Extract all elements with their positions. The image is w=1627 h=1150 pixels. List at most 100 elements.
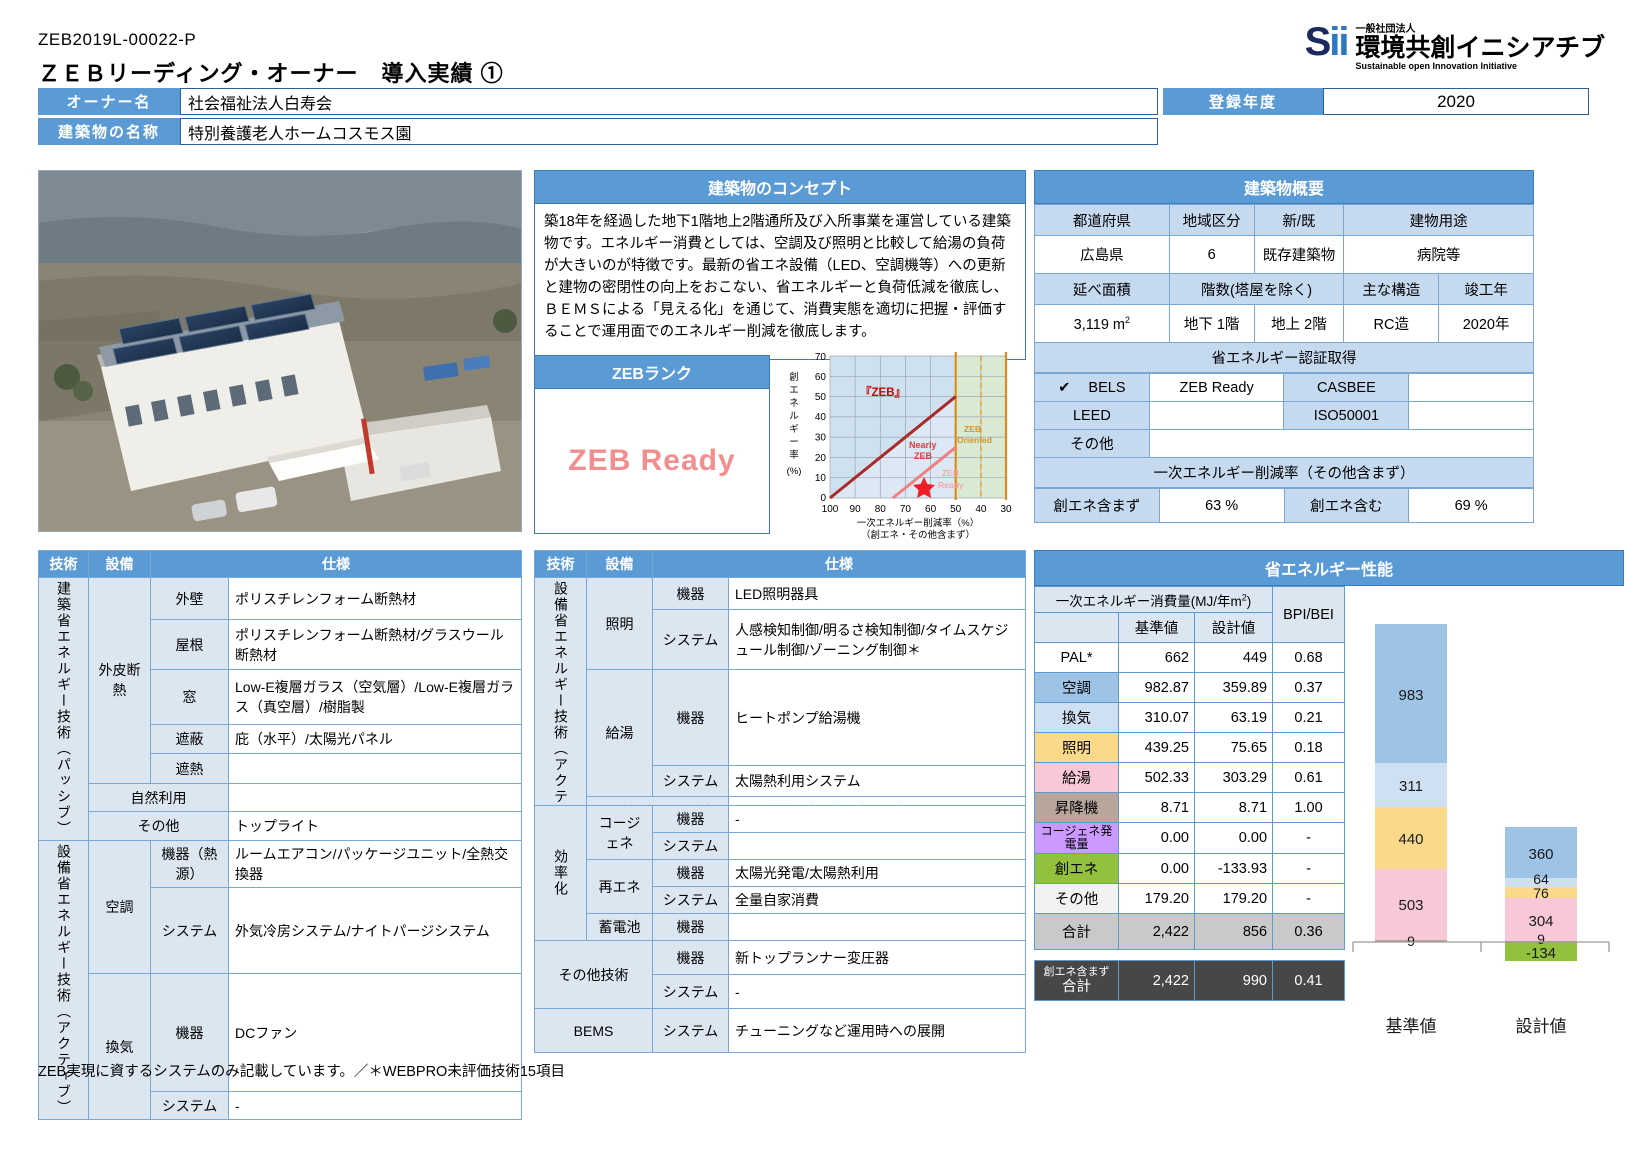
- table-row: 換気 310.07 63.19 0.21: [1034, 702, 1346, 733]
- overview-header-structure: 主な構造: [1343, 273, 1440, 305]
- owner-info-block: オーナー名 社会福祉法人白寿会 建築物の名称 特別養護老人ホームコスモス園: [38, 88, 1158, 148]
- cert-iso-label: ISO50001: [1283, 401, 1410, 430]
- svg-text:10: 10: [815, 473, 827, 484]
- table-row: 換気 機器 DCファン: [39, 973, 522, 1120]
- spec-mid-item-other-system: システム: [652, 974, 729, 1009]
- spec-mid-item-hotwater-equipment: 機器: [652, 669, 729, 766]
- perf-row-base-pal: 662: [1118, 642, 1195, 673]
- perf-header-base: 基準値: [1118, 612, 1195, 643]
- svg-text:エ: エ: [789, 385, 799, 396]
- building-name-label: 建築物の名称: [38, 118, 180, 145]
- table-row: 給湯 機器 ヒートポンプ給湯機: [535, 669, 1026, 797]
- energy-performance-title: 省エネルギー性能: [1034, 550, 1624, 586]
- spec-left-header-equip: 設備: [88, 550, 151, 578]
- perf-row-base-other: 179.20: [1118, 883, 1195, 915]
- overview-header-floors: 階数(塔屋を除く): [1168, 273, 1345, 305]
- svg-text:311: 311: [1399, 778, 1423, 795]
- perf-total-label: 合計: [1034, 913, 1119, 951]
- page-title: ＺＥＢリーディング・オーナー 導入実績 ①: [38, 61, 504, 86]
- svg-text:50: 50: [815, 392, 827, 403]
- table-row: 自然利用: [39, 782, 522, 813]
- spec-left-header-spec: 仕様: [150, 550, 522, 578]
- perf-row-bpi-lighting: 0.18: [1272, 732, 1346, 763]
- building-name-row: 建築物の名称 特別養護老人ホームコスモス園: [38, 118, 1158, 145]
- spec-mid-cat-battery: 蓄電池: [586, 913, 653, 941]
- table-row: 設備省エネルギー技術（アクティブ） 空調 機器（熱源） ルームエアコン/パッケー…: [38, 840, 522, 1120]
- energy-performance-total-table: 創エネ含まず 合計 2,422 990 0.41: [1034, 960, 1345, 1002]
- spec-left-value-window: Low-E複層ガラス（空気層）/Low-E複層ガラス（真空層）/樹脂製: [228, 668, 522, 725]
- perf-row-design-hotwater: 303.29: [1193, 762, 1274, 793]
- spec-left-cat-ventilation: 換気: [88, 973, 151, 1120]
- table-row: 基準値 設計値: [1034, 612, 1345, 643]
- svg-text:80: 80: [875, 504, 887, 515]
- svg-text:70: 70: [815, 352, 827, 363]
- svg-text:100: 100: [822, 504, 839, 515]
- overview-value-completion: 2020年: [1438, 304, 1534, 343]
- owner-name-value: 社会福祉法人白寿会: [180, 88, 1158, 115]
- table-row: その他: [1034, 429, 1535, 458]
- perf-row-bpi-cogen: -: [1272, 821, 1346, 855]
- reduction-title: 一次エネルギー削減率（その他含まず）: [1034, 458, 1534, 488]
- floorarea-number: 3,119: [1073, 316, 1109, 333]
- table-row: 照明 439.25 75.65 0.18: [1034, 732, 1346, 763]
- concept-body: 築18年を経過した地下1階地上2階通所及び入所事業を運営している建築物です。エネ…: [534, 204, 1026, 360]
- svg-text:『ZEB』: 『ZEB』: [860, 385, 906, 399]
- perf-unit-header: 一次エネルギー消費量(MJ/年m2): [1033, 586, 1274, 613]
- zeb-rank-value: ZEB Ready: [568, 444, 736, 477]
- svg-text:70: 70: [900, 504, 912, 515]
- perf-total-base: 2,422: [1118, 913, 1195, 951]
- spec-left-item-hvac-equipment: 機器（熱源）: [150, 840, 229, 888]
- energy-stacked-bar-chart: 983 311 440 503 9 360 64 76 304 9 -134: [1345, 612, 1620, 1052]
- reduction-with-number: 69: [1454, 497, 1471, 514]
- perf-row-base-hvac: 982.87: [1118, 672, 1195, 703]
- perf-row-design-cogen: 0.00: [1193, 821, 1274, 855]
- svg-text:9: 9: [1537, 931, 1545, 947]
- energy-performance-panel: 省エネルギー性能 一次エネルギー消費量(MJ/年m2) BPI/BEI 基準値 …: [1033, 550, 1624, 1002]
- perf-row-label-elevator: 昇降機: [1034, 792, 1119, 823]
- cert-leed-value: [1148, 401, 1285, 430]
- sii-logo: Sii 一般社団法人 環境共創イニシアチブ Sustainable open I…: [1305, 22, 1605, 72]
- building-photo: [38, 170, 522, 532]
- cert-casbee-label: CASBEE: [1283, 373, 1410, 402]
- owner-name-label: オーナー名: [38, 88, 180, 115]
- table-row: 広島県 6 既存建築物 病院等: [1034, 235, 1534, 274]
- spec-left-value-vent-system: -: [228, 1091, 522, 1120]
- spec-mid-value-battery-equipment: [728, 913, 1026, 941]
- svg-text:9: 9: [1407, 933, 1415, 949]
- spec-mid-cat-lighting: 照明: [586, 577, 653, 670]
- table-row: 創エネ含まず 63 % 創エネ含む 69 %: [1034, 488, 1534, 523]
- table-row: 蓄電池 機器: [535, 913, 1026, 941]
- svg-text:40: 40: [815, 412, 827, 423]
- spec-mid-value-renewable-equipment: 太陽光発電/太陽熱利用: [728, 859, 1026, 887]
- registration-year-block: 登録年度 2020: [1163, 88, 1589, 115]
- spec-left-item-vent-system: システム: [150, 1091, 229, 1120]
- table-row: システム: [535, 832, 1026, 860]
- overview-header-usage: 建物用途: [1343, 204, 1534, 236]
- table-row: システム 外気冷房システム/ナイトパージシステム: [39, 887, 522, 974]
- perf-row-base-hotwater: 502.33: [1118, 762, 1195, 793]
- spec-mid-group2-label: 効率化: [534, 805, 587, 941]
- spec-mid-cat-hotwater: 給湯: [586, 669, 653, 797]
- registration-year-label: 登録年度: [1163, 88, 1323, 115]
- svg-text:60: 60: [925, 504, 937, 515]
- svg-text:ZEB: ZEB: [964, 424, 981, 434]
- concept-title: 建築物のコンセプト: [534, 170, 1026, 204]
- svg-text:30: 30: [815, 433, 827, 444]
- table-row: 創エネ含まず 合計 2,422 990 0.41: [1034, 960, 1345, 1002]
- table-row: 合計 2,422 856 0.36: [1034, 913, 1346, 951]
- perf-header-design: 設計値: [1193, 612, 1274, 643]
- perf-row-base-lighting: 439.25: [1118, 732, 1195, 763]
- spec-mid-value-hotwater-system: 太陽熱利用システム: [728, 765, 1026, 797]
- table-row: 再エネ 機器 太陽光発電/太陽熱利用: [535, 859, 1026, 914]
- spec-mid-item-lighting-system: システム: [652, 609, 729, 670]
- perf-row-label-cogen: コージェネ発電量: [1034, 821, 1119, 855]
- spec-mid-header-tech: 技術: [534, 550, 587, 578]
- table-row: LEED ISO50001: [1034, 401, 1534, 430]
- certification-title: 省エネルギー認証取得: [1034, 343, 1534, 373]
- svg-text:50: 50: [950, 504, 962, 515]
- cert-iso-value: [1408, 401, 1534, 430]
- svg-text:Ready: Ready: [938, 480, 964, 490]
- overview-value-floors-above: 地上 2階: [1253, 304, 1345, 343]
- perf-row-base-elevator: 8.71: [1118, 792, 1195, 823]
